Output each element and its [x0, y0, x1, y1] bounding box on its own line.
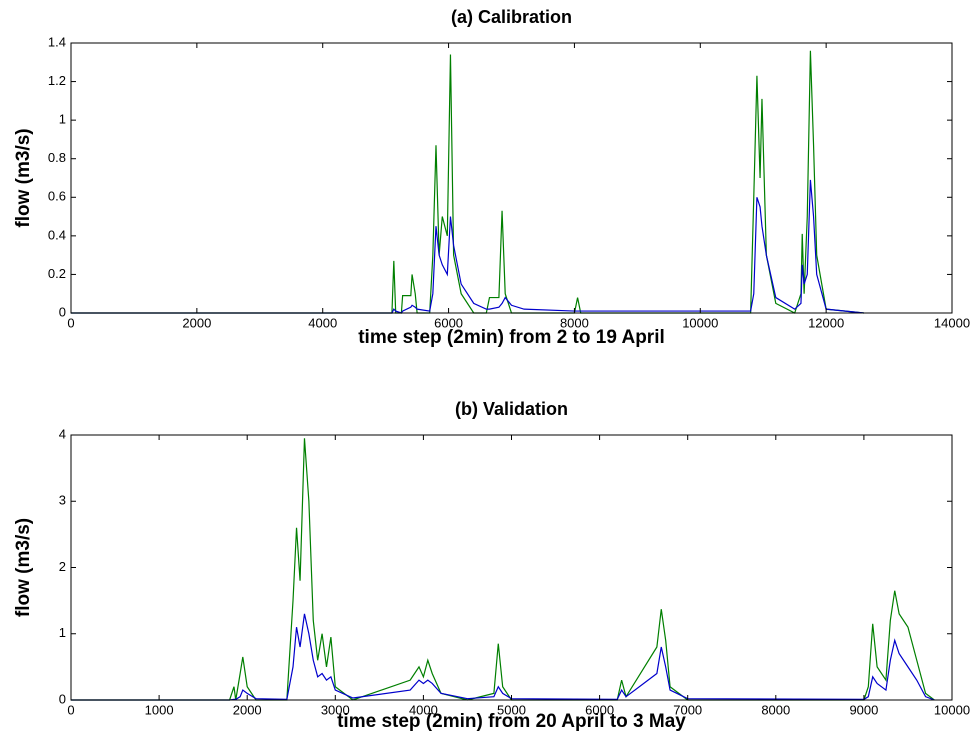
x-tick-label: 10000 — [934, 702, 970, 717]
subplot: 0 2000 4000 6000 8000 10000 12000 14000 0 0.2 0.4 0… — [13, 7, 970, 348]
x-axis-label: time step (2min) from 20 April to 3 May — [337, 711, 686, 732]
subplot: 0 1000 2000 3000 4000 5000 6000 7000 8000 9000 100… — [13, 399, 970, 732]
x-tick-label: 0 — [67, 315, 74, 330]
x-tick-label: 1000 — [145, 702, 174, 717]
x-tick-label: 3000 — [321, 702, 350, 717]
flow-line — [71, 613, 935, 701]
y-tick-label: 3 — [59, 493, 66, 508]
y-tick-label: 0.8 — [48, 150, 66, 165]
x-axis-label: time step (2min) from 2 to 19 April — [358, 327, 665, 348]
x-tick-label: 14000 — [934, 315, 970, 330]
y-tick-label: 0.2 — [48, 266, 66, 281]
x-tick-label: 10000 — [682, 315, 718, 330]
x-tick-label: 8000 — [560, 315, 589, 330]
y-tick-label: 0.6 — [48, 189, 66, 204]
y-tick-label: 1.2 — [48, 73, 66, 88]
chart-title: (a) Calibration — [451, 7, 572, 27]
y-tick-label: 0 — [59, 304, 66, 319]
y-tick-label: 2 — [59, 559, 66, 574]
y-tick-label: 0 — [59, 691, 66, 706]
plot-area — [71, 435, 952, 700]
x-tick-label: 0 — [67, 702, 74, 717]
y-tick-label: 4 — [59, 426, 66, 441]
y-tick-label: 1 — [59, 625, 66, 640]
y-axis-label: flow (m3/s) — [13, 518, 34, 617]
x-tick-label: 4000 — [308, 315, 337, 330]
y-axis-label: flow (m3/s) — [13, 128, 34, 227]
chart-title: (b) Validation — [455, 399, 568, 419]
x-tick-label: 12000 — [808, 315, 844, 330]
x-tick-label: 9000 — [849, 702, 878, 717]
flow-line — [71, 438, 935, 701]
x-tick-label: 7000 — [673, 702, 702, 717]
x-tick-label: 4000 — [409, 702, 438, 717]
y-tick-label: 1.4 — [48, 34, 66, 49]
x-tick-label: 8000 — [761, 702, 790, 717]
x-tick-label: 6000 — [434, 315, 463, 330]
y-tick-label: 1 — [59, 112, 66, 127]
x-tick-label: 6000 — [585, 702, 614, 717]
y-tick-label: 0.4 — [48, 227, 66, 242]
flow-line — [71, 179, 864, 314]
x-tick-label: 2000 — [233, 702, 262, 717]
x-tick-label: 2000 — [182, 315, 211, 330]
x-tick-label: 5000 — [497, 702, 526, 717]
axes-box — [70, 42, 953, 314]
